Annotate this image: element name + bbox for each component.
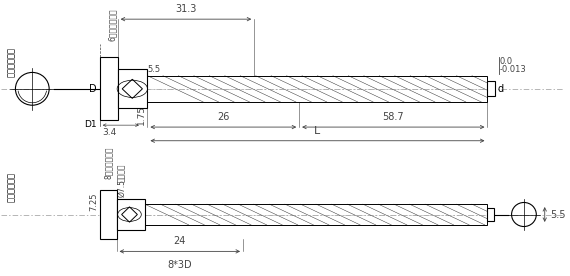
Text: 4.5: 4.5 <box>129 84 142 93</box>
Text: D1: D1 <box>84 120 97 129</box>
Text: 0.0: 0.0 <box>499 57 512 66</box>
Text: 3.4: 3.4 <box>103 128 117 137</box>
Polygon shape <box>100 57 117 120</box>
Polygon shape <box>100 190 117 239</box>
Polygon shape <box>117 69 148 108</box>
Text: d: d <box>498 84 504 94</box>
Text: 5: 5 <box>112 57 117 67</box>
Text: Ø7.5: Ø7.5 <box>117 179 127 197</box>
Text: 24: 24 <box>174 237 186 246</box>
Text: D: D <box>89 84 97 94</box>
Text: 7.25: 7.25 <box>89 193 98 211</box>
Text: 31.3: 31.3 <box>176 4 197 14</box>
Text: 6（最小穴径）: 6（最小穴径） <box>108 8 117 41</box>
Text: 58.7: 58.7 <box>382 112 404 122</box>
Text: -0.013: -0.013 <box>499 65 526 74</box>
Text: （表面取り）: （表面取り） <box>7 47 16 76</box>
Polygon shape <box>487 81 495 97</box>
Text: 8（最小穴径）: 8（最小穴径） <box>104 146 113 179</box>
Text: 1.75: 1.75 <box>137 105 146 125</box>
Text: 8*3D: 8*3D <box>168 260 192 270</box>
Polygon shape <box>117 200 145 230</box>
Text: 5.5: 5.5 <box>148 65 161 73</box>
Text: L: L <box>314 126 320 136</box>
Polygon shape <box>487 208 494 221</box>
Text: 26: 26 <box>217 112 230 122</box>
Text: 5.5: 5.5 <box>551 209 566 219</box>
Text: （裏面取り）: （裏面取り） <box>7 172 16 202</box>
Text: （偏芯）: （偏芯） <box>117 164 125 182</box>
